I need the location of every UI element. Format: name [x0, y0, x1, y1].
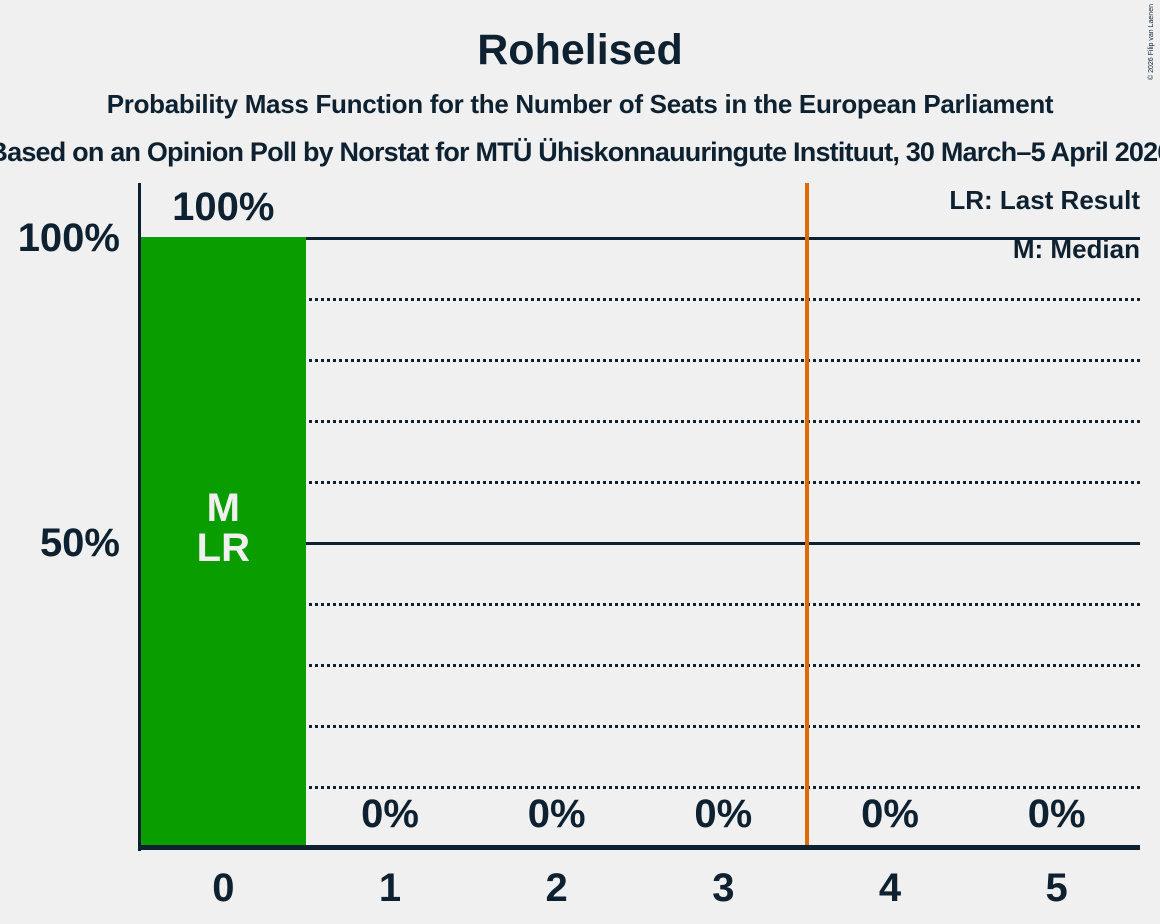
- value-label-seats-1: 0%: [361, 792, 419, 836]
- y-tick-label-100pct: 100%: [17, 216, 120, 260]
- gridline-10pct: [140, 786, 1140, 789]
- y-tick-label-50pct: 50%: [39, 521, 120, 565]
- x-axis: [138, 845, 1140, 850]
- x-tick-label-4: 4: [878, 866, 902, 910]
- x-tick-label-2: 2: [545, 866, 568, 910]
- value-label-seats-3: 0%: [694, 792, 753, 836]
- gridline-70pct: [140, 420, 1140, 423]
- x-tick-label-0: 0: [212, 866, 235, 910]
- bar-seats-0: [141, 237, 306, 845]
- value-label-seats-5: 0%: [1027, 792, 1086, 836]
- gridline-60pct: [140, 481, 1140, 484]
- value-label-seats-0: 100%: [172, 185, 275, 229]
- chart-subtitle: Probability Mass Function for the Number…: [106, 89, 1054, 119]
- chart-title: Rohelised: [477, 26, 683, 74]
- x-tick-label-1: 1: [378, 866, 402, 910]
- bar-annotation-median-lastresult: M LR: [196, 486, 250, 570]
- x-tick-label-5: 5: [1045, 866, 1068, 910]
- value-label-seats-4: 0%: [861, 792, 919, 836]
- gridline-solid-100pct: [140, 237, 1140, 240]
- gridline-30pct: [140, 664, 1140, 667]
- y-axis: [138, 183, 141, 851]
- gridline-20pct: [140, 725, 1140, 728]
- gridline-80pct: [140, 359, 1140, 362]
- gridline-solid-50pct: [140, 542, 1140, 545]
- gridline-90pct: [140, 298, 1140, 301]
- chart-source-line: Based on an Opinion Poll by Norstat for …: [0, 137, 1160, 167]
- last-result-vertical-line: [804, 183, 809, 845]
- gridline-40pct: [140, 603, 1140, 606]
- x-tick-label-3: 3: [712, 866, 735, 910]
- legend-last-result: LR: Last Result: [949, 185, 1140, 215]
- value-label-seats-2: 0%: [527, 792, 586, 836]
- copyright-notice: © 2026 Filip van Laenen: [1148, 4, 1155, 80]
